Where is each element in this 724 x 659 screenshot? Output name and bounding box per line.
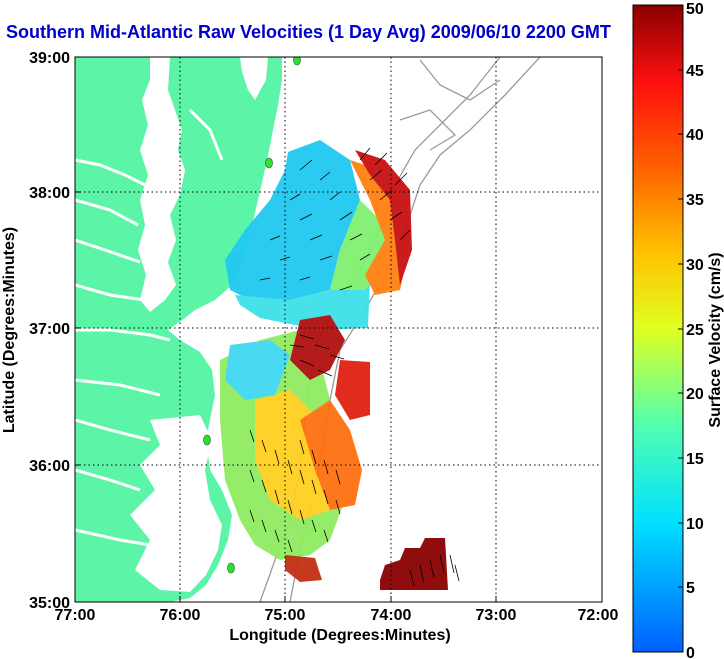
land-mass — [75, 57, 282, 602]
x-tick-label: 75:00 — [265, 607, 306, 624]
offshore-red-patch — [380, 538, 448, 590]
grid-lines — [75, 57, 602, 602]
colorbar-tick-label: 20 — [686, 386, 704, 403]
y-tick-label: 37:00 — [29, 321, 70, 338]
colorbar-tick-label: 45 — [686, 63, 704, 80]
velocity-arrows — [249, 147, 460, 587]
south-field-red — [290, 315, 345, 380]
x-tick-label: 77:00 — [55, 607, 96, 624]
south-field-cyan — [225, 340, 290, 400]
colorbar-tick-label: 40 — [686, 127, 704, 144]
y-tick-label: 39:00 — [29, 50, 70, 67]
plot-title: Southern Mid-Atlantic Raw Velocities (1 … — [6, 22, 611, 42]
y-axis-label: Latitude (Degrees:Minutes) — [1, 227, 18, 433]
colorbar-tick-label: 0 — [686, 645, 695, 659]
x-axis-label: Longitude (Degrees:Minutes) — [229, 627, 450, 644]
colorbar — [632, 4, 684, 653]
north-field-cyan — [235, 280, 370, 330]
colorbar-ticks — [678, 4, 683, 653]
south-field-orange — [300, 400, 362, 510]
colorbar-tick-label: 25 — [686, 322, 704, 339]
colorbar-tick-label: 15 — [686, 451, 704, 468]
pamlico-sound — [130, 415, 222, 592]
colorbar-tick-label: 30 — [686, 257, 704, 274]
velocity-field — [220, 140, 448, 590]
rivers — [75, 108, 224, 547]
colorbar-tick-label: 5 — [686, 580, 695, 597]
north-field-red — [355, 150, 412, 285]
north-field-blue — [225, 140, 360, 300]
south-field-red-east — [335, 360, 370, 420]
tick-marks — [74, 56, 603, 603]
x-tick-label: 73:00 — [476, 607, 517, 624]
plot-frame — [74, 56, 603, 603]
x-tick-label: 72:00 — [578, 607, 619, 624]
chesapeake-bay — [138, 57, 185, 312]
colorbar-tick-label: 50 — [686, 1, 704, 18]
radar-stations — [203, 57, 301, 574]
colorbar-label: Surface Velocity (cm/s) — [707, 252, 724, 427]
colorbar-tick-label: 35 — [686, 192, 704, 209]
y-tick-label: 38:00 — [29, 185, 70, 202]
y-tick-label: 35:00 — [29, 595, 70, 612]
x-tick-label: 74:00 — [371, 607, 412, 624]
x-tick-label: 76:00 — [160, 607, 201, 624]
cape-hatteras-red — [285, 555, 322, 582]
delaware-bay — [240, 57, 268, 100]
y-tick-label: 36:00 — [29, 458, 70, 475]
colorbar-tick-label: 10 — [686, 516, 704, 533]
